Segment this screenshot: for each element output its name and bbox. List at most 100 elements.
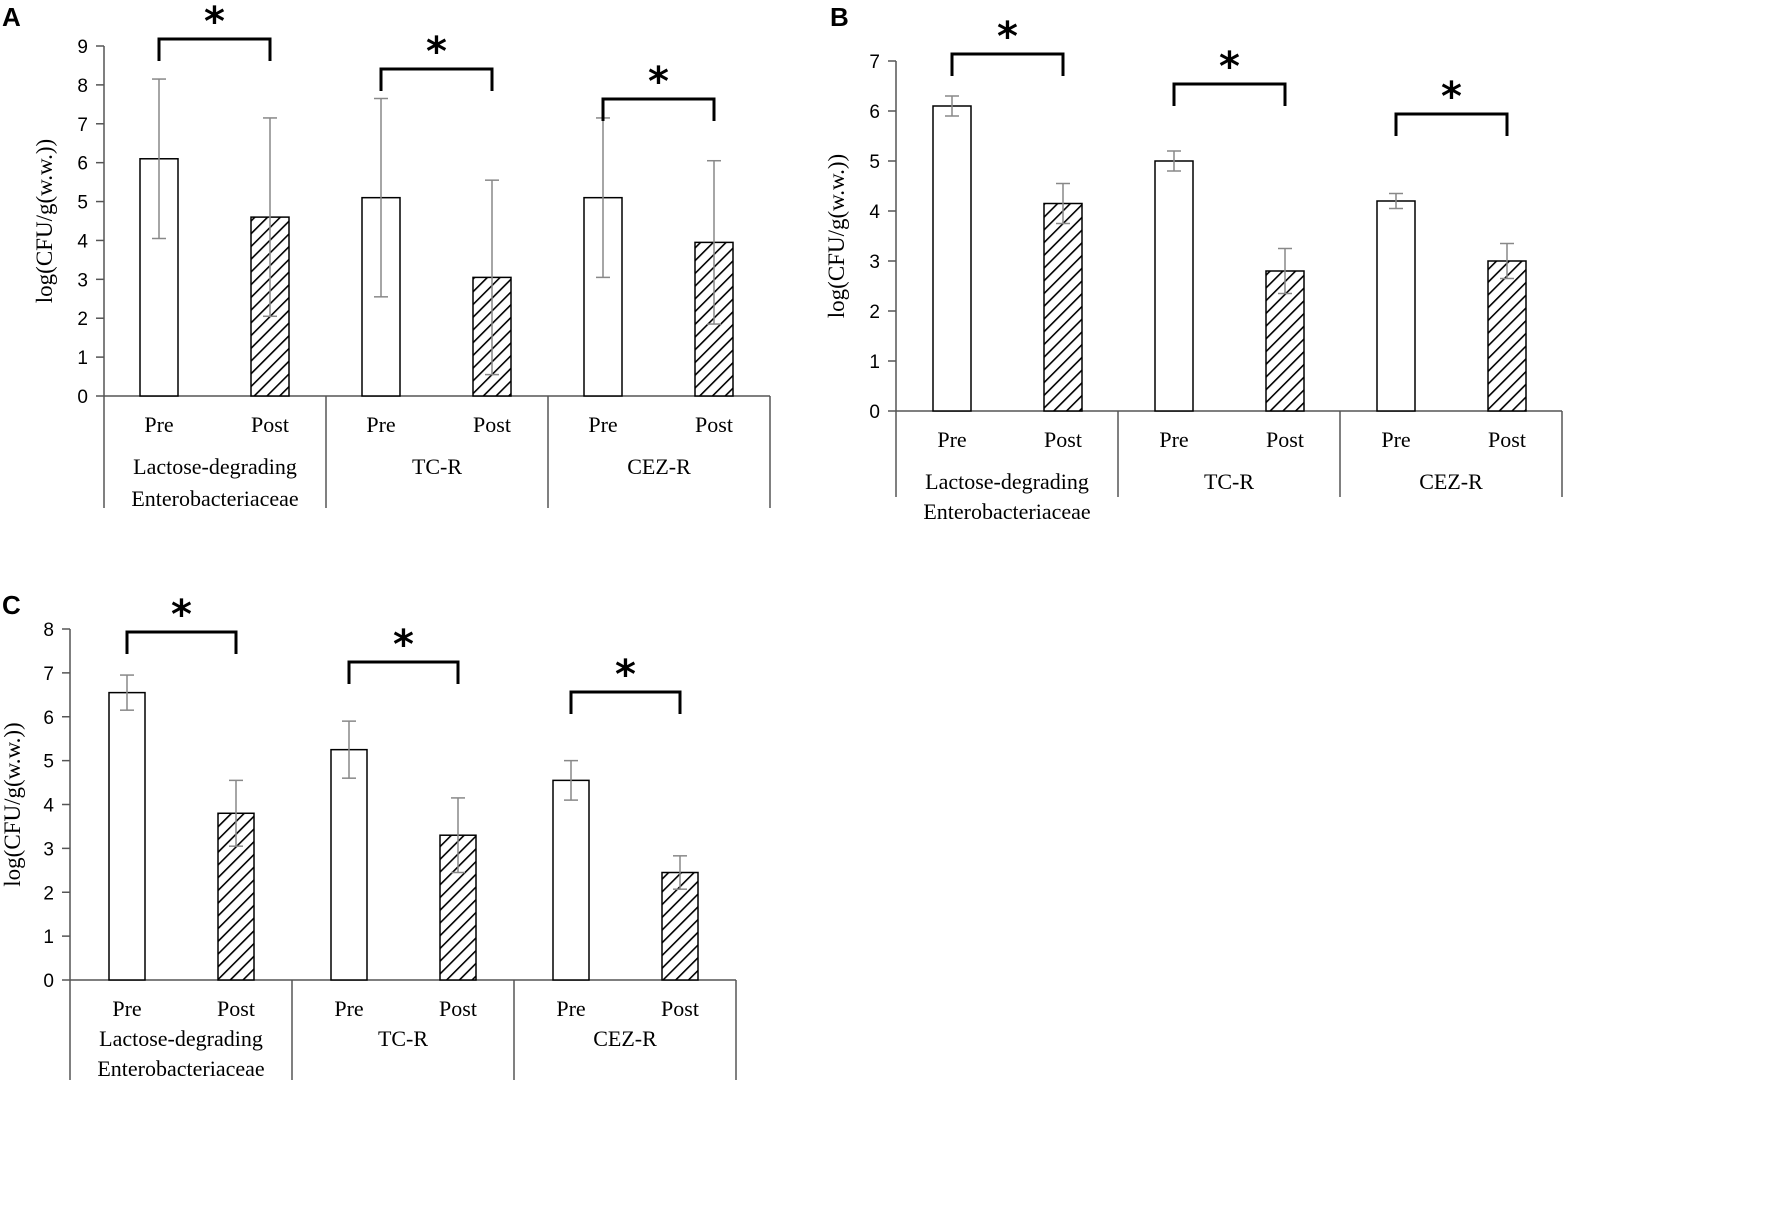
bar-label-pre: Pre <box>556 996 585 1021</box>
significance-bracket <box>157 37 272 61</box>
error-bar-post <box>673 855 687 890</box>
error-bar-pre <box>120 674 134 711</box>
error-bar-pre <box>152 78 166 240</box>
bar-label-pre: Pre <box>144 412 173 437</box>
y-tick-label: 7 <box>43 664 54 685</box>
category-label: TC-R <box>378 1026 428 1051</box>
bar-label-post: Post <box>439 996 477 1021</box>
error-bar-pre <box>374 97 388 298</box>
error-bar-post <box>1500 242 1514 280</box>
significance-bracket <box>379 67 494 91</box>
significance-bracket <box>1172 82 1287 106</box>
y-tick-label: 8 <box>43 620 54 641</box>
error-bar-post <box>1278 247 1292 295</box>
bar-post <box>1265 270 1305 412</box>
bar-label-post: Post <box>1266 427 1304 452</box>
bar-pre <box>330 748 368 981</box>
panel-letter: A <box>2 2 21 32</box>
category-label: Enterobacteriaceae <box>923 499 1090 524</box>
error-bar-post <box>1056 182 1070 225</box>
y-axis-title: log(CFU/g(w.w.)) <box>824 154 849 318</box>
significance-bracket <box>950 52 1065 76</box>
error-bar-pre <box>1167 150 1181 172</box>
significance-star: * <box>1219 44 1240 90</box>
error-bar-pre <box>564 759 578 801</box>
error-bar-pre <box>342 720 356 779</box>
error-bar-post <box>263 117 277 318</box>
error-bar-pre <box>1389 192 1403 210</box>
bar-label-pre: Pre <box>112 996 141 1021</box>
y-tick-label: 2 <box>43 883 54 904</box>
significance-star: * <box>615 652 636 698</box>
category-label: CEZ-R <box>627 454 691 479</box>
significance-bracket <box>125 630 238 654</box>
y-tick-label: 5 <box>77 193 88 214</box>
y-tick-label: 0 <box>869 402 880 423</box>
bar-label-post: Post <box>251 412 289 437</box>
bar-label-post: Post <box>473 412 511 437</box>
bar-label-post: Post <box>661 996 699 1021</box>
panel-a: A 0 1 2 3 4 5 6 7 8 9 log(CFU/g(w.w.)) * Pre Post Lacto… <box>2 0 771 511</box>
bar-label-pre: Pre <box>334 996 363 1021</box>
y-tick-label: 6 <box>869 102 880 123</box>
y-tick-label: 1 <box>869 352 880 373</box>
y-tick-label: 6 <box>77 154 88 175</box>
significance-star: * <box>426 29 447 75</box>
error-bar-post <box>707 159 721 325</box>
category-label: TC-R <box>1204 469 1254 494</box>
y-tick-label: 3 <box>43 839 54 860</box>
y-axis-title: log(CFU/g(w.w.)) <box>32 139 57 303</box>
panel-c: C 0 1 2 3 4 5 6 7 8 log(CFU/g(w.w.)) * Pre Post Lactos… <box>0 590 737 1081</box>
y-tick-label: 2 <box>869 302 880 323</box>
category-label: Lactose-degrading <box>133 454 297 479</box>
category-label: Lactose-degrading <box>99 1026 263 1051</box>
bar-pre <box>108 691 146 981</box>
category-label: Enterobacteriaceae <box>131 486 298 511</box>
y-tick-label: 4 <box>43 796 54 817</box>
significance-bracket <box>1394 112 1509 136</box>
significance-star: * <box>648 59 669 105</box>
bar-label-post: Post <box>217 996 255 1021</box>
y-tick-label: 4 <box>869 202 880 223</box>
y-tick-label: 2 <box>77 309 88 330</box>
bar-label-pre: Pre <box>937 427 966 452</box>
y-tick-label: 6 <box>43 708 54 729</box>
y-tick-label: 4 <box>77 231 88 252</box>
bar-label-post: Post <box>695 412 733 437</box>
category-label: Enterobacteriaceae <box>97 1056 264 1081</box>
category-label: Lactose-degrading <box>925 469 1089 494</box>
significance-bracket <box>601 97 716 121</box>
significance-star: * <box>393 622 414 668</box>
bar-label-pre: Pre <box>1159 427 1188 452</box>
y-tick-label: 9 <box>77 37 88 58</box>
bar-pre <box>932 105 972 412</box>
significance-star: * <box>997 14 1018 60</box>
error-bar-post <box>451 797 465 874</box>
y-tick-label: 1 <box>77 348 88 369</box>
bar-label-post: Post <box>1044 427 1082 452</box>
bar-label-pre: Pre <box>1381 427 1410 452</box>
panel-letter: B <box>830 2 849 32</box>
error-bar-post <box>485 179 499 376</box>
y-tick-label: 3 <box>869 252 880 273</box>
bar-pre <box>1154 160 1194 412</box>
y-tick-label: 0 <box>43 971 54 992</box>
bar-label-pre: Pre <box>366 412 395 437</box>
error-bar-pre <box>945 95 959 117</box>
category-label: CEZ-R <box>1419 469 1483 494</box>
y-tick-label: 5 <box>43 752 54 773</box>
significance-star: * <box>204 0 225 45</box>
significance-star: * <box>1441 74 1462 120</box>
significance-bracket <box>347 660 460 684</box>
y-axis-title: log(CFU/g(w.w.)) <box>0 722 25 886</box>
panel-letter: C <box>2 590 21 620</box>
category-label: TC-R <box>412 454 462 479</box>
bar-post <box>1043 202 1083 412</box>
bar-post <box>661 871 699 981</box>
y-tick-label: 5 <box>869 152 880 173</box>
significance-star: * <box>171 592 192 638</box>
bar-pre <box>552 779 590 981</box>
y-tick-label: 8 <box>77 76 88 97</box>
y-tick-label: 7 <box>869 52 880 73</box>
